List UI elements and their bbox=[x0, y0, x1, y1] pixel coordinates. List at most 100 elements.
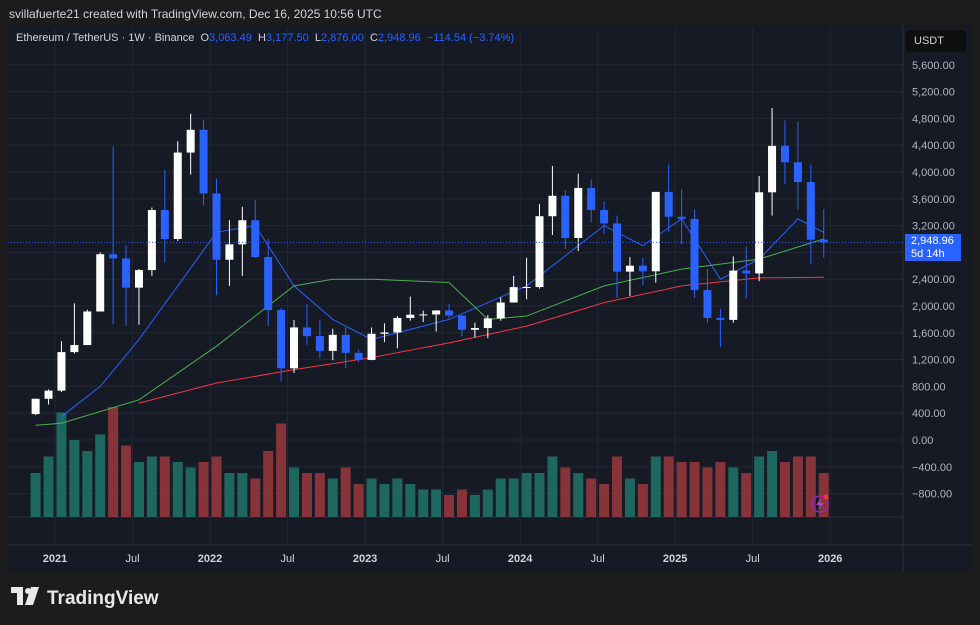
y-tick-label: −800.00 bbox=[912, 489, 952, 501]
candle-body bbox=[315, 336, 324, 351]
y-tick-label: 3,600.00 bbox=[912, 194, 955, 206]
candle-body bbox=[457, 315, 466, 330]
candle-body bbox=[212, 193, 221, 260]
candle-body bbox=[44, 390, 53, 399]
moving-average-line bbox=[61, 218, 824, 417]
candle-body bbox=[251, 220, 260, 258]
candle-body bbox=[432, 310, 441, 315]
x-tick-label: 2026 bbox=[818, 553, 842, 565]
volume-bar bbox=[95, 434, 106, 517]
candle-body bbox=[780, 145, 789, 163]
volume-bar bbox=[405, 484, 416, 517]
volume-bar bbox=[456, 489, 467, 517]
volume-bar bbox=[43, 456, 54, 517]
candle-body bbox=[225, 244, 234, 260]
x-tick-label: 2024 bbox=[508, 553, 533, 565]
volume-bar bbox=[224, 473, 235, 517]
x-tick-label: 2021 bbox=[43, 553, 67, 565]
volume-bar bbox=[779, 462, 790, 517]
candle-body bbox=[406, 314, 415, 318]
volume-bar bbox=[133, 462, 144, 517]
volume-bar bbox=[392, 478, 403, 517]
symbol-title[interactable]: Ethereum / TetherUS · 1W · Binance bbox=[16, 32, 195, 44]
candle-body bbox=[199, 129, 208, 194]
candle-body bbox=[328, 334, 337, 351]
y-tick-label: 1,200.00 bbox=[912, 355, 955, 367]
candle-body bbox=[574, 187, 583, 238]
candle-body bbox=[509, 287, 518, 303]
volume-bar bbox=[741, 473, 752, 517]
volume-bar bbox=[444, 495, 455, 517]
volume-bar bbox=[767, 451, 778, 517]
volume-bar bbox=[82, 451, 93, 517]
volume-bar bbox=[276, 423, 287, 517]
volume-bar bbox=[650, 456, 661, 517]
candle-body bbox=[677, 216, 686, 219]
candle-body bbox=[600, 209, 609, 224]
alert-circle bbox=[811, 495, 829, 513]
x-tick-label: Jul bbox=[591, 553, 605, 565]
volume-bar bbox=[121, 445, 132, 517]
volume-bar bbox=[637, 484, 648, 517]
candle-body bbox=[793, 162, 802, 183]
y-tick-label: 4,400.00 bbox=[912, 140, 955, 152]
volume-bar bbox=[159, 456, 170, 517]
candle-body bbox=[83, 311, 92, 346]
volume-bar bbox=[754, 456, 765, 517]
y-tick-label: 800.00 bbox=[912, 381, 946, 393]
volume-bar bbox=[702, 467, 713, 517]
volume-bar bbox=[469, 495, 480, 517]
volume-bar bbox=[805, 456, 816, 517]
volume-bar bbox=[418, 489, 429, 517]
last-price-label: 2,948.96 5d 14h bbox=[905, 234, 961, 261]
candle-body bbox=[522, 287, 531, 289]
change-value: −114.54 (−3.74%) bbox=[426, 32, 515, 44]
candle-body bbox=[419, 314, 428, 316]
tradingview-logo[interactable]: TradingView bbox=[11, 587, 159, 610]
candle-body bbox=[173, 152, 182, 239]
x-tick-label: Jul bbox=[281, 553, 295, 565]
candle-body bbox=[393, 317, 402, 333]
volume-bar bbox=[314, 473, 325, 517]
close-label: C bbox=[369, 32, 378, 44]
low-value: 2,876.00 bbox=[321, 32, 364, 44]
candle-body bbox=[548, 195, 557, 217]
candle-body bbox=[302, 327, 311, 337]
notification-dot bbox=[823, 494, 829, 500]
candle-body bbox=[290, 327, 299, 369]
candle-body bbox=[31, 398, 40, 415]
volume-bar bbox=[573, 473, 584, 517]
candle-body bbox=[238, 220, 247, 245]
volume-bar bbox=[508, 478, 519, 517]
candle-body bbox=[613, 223, 622, 272]
candle-body bbox=[806, 182, 815, 240]
x-tick-label: 2025 bbox=[663, 553, 687, 565]
y-tick-label: −400.00 bbox=[912, 462, 952, 474]
lightning-alert-icon[interactable] bbox=[811, 494, 829, 513]
tradingview-logo-icon bbox=[11, 587, 41, 610]
candle-body bbox=[109, 254, 118, 259]
candle-body bbox=[690, 218, 699, 291]
x-tick-label: Jul bbox=[436, 553, 450, 565]
volume-bar bbox=[301, 473, 312, 517]
candle-body bbox=[625, 265, 634, 272]
y-tick-label: 2,000.00 bbox=[912, 301, 955, 313]
volume-bar bbox=[340, 467, 351, 517]
candle-body bbox=[483, 318, 492, 329]
candle-body bbox=[57, 352, 66, 391]
volume-bar bbox=[353, 484, 364, 517]
currency-button[interactable]: USDT bbox=[906, 30, 966, 52]
volume-bar bbox=[663, 456, 674, 517]
candle-body bbox=[160, 209, 169, 239]
volume-bar bbox=[146, 456, 157, 517]
y-tick-label: 3,200.00 bbox=[912, 221, 955, 233]
volume-bar bbox=[69, 440, 80, 517]
candle-body bbox=[664, 191, 673, 217]
y-tick-label: 4,000.00 bbox=[912, 167, 955, 179]
volume-bar bbox=[289, 467, 300, 517]
symbol-legend: Ethereum / TetherUS · 1W · Binance O3,06… bbox=[16, 32, 514, 44]
volume-bar bbox=[30, 473, 41, 517]
candle-body bbox=[367, 333, 376, 360]
candle-body bbox=[470, 328, 479, 330]
